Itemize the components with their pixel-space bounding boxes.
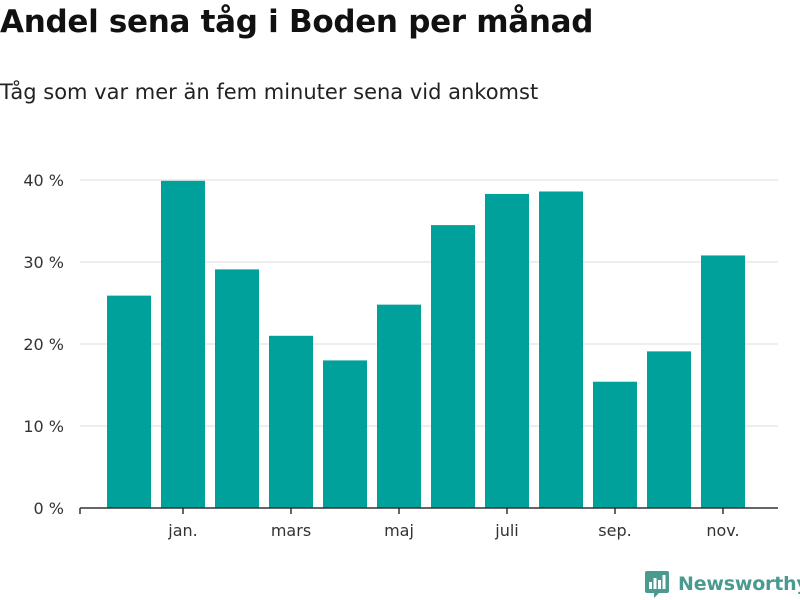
y-tick-label: 40 %	[23, 171, 64, 190]
y-tick-label: 10 %	[23, 417, 64, 436]
y-tick-label: 0 %	[34, 499, 64, 518]
brand-name: Newsworthy	[678, 573, 800, 595]
newsworthy-brand: Newsworthy	[644, 568, 800, 600]
x-axis-ticks: jan. mars maj juli sep. nov.	[79, 508, 740, 540]
x-tick-label: maj	[384, 521, 414, 540]
x-tick-label: juli	[494, 521, 518, 540]
y-tick-label: 20 %	[23, 335, 64, 354]
bar-month-6	[377, 304, 421, 508]
bars	[107, 180, 745, 509]
x-tick-label: nov.	[706, 521, 739, 540]
bar-month-8	[485, 193, 529, 508]
x-tick-label: mars	[271, 521, 311, 540]
bar-month-11	[647, 351, 691, 508]
y-tick-label: 30 %	[23, 253, 64, 272]
chart-subtitle: Tåg som var mer än fem minuter sena vid …	[0, 80, 539, 104]
chart-title: Andel sena tåg i Boden per månad	[0, 4, 594, 40]
newsworthy-logo-icon	[645, 571, 669, 598]
bar-month-5	[323, 360, 367, 508]
x-tick-label: sep.	[598, 521, 631, 540]
bar-month-12	[701, 255, 745, 508]
bar-month-4	[269, 335, 313, 508]
bar-month-10	[593, 381, 637, 508]
bar-month-7	[431, 225, 475, 508]
bar-month-2	[161, 180, 205, 508]
y-axis-ticks: 0 % 10 % 20 % 30 % 40 %	[23, 171, 64, 518]
bar-month-1	[107, 295, 151, 508]
x-tick-label: jan.	[167, 521, 197, 540]
bar-month-3	[215, 269, 259, 508]
bar-month-9	[539, 191, 583, 509]
